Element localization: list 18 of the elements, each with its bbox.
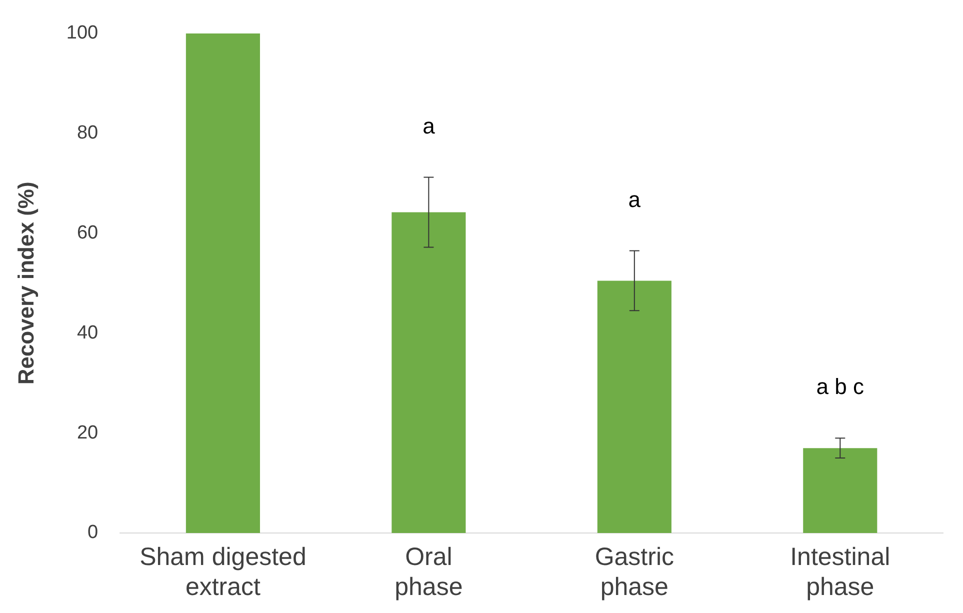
x-tick-label: Gastric phase — [594, 542, 674, 601]
x-tick-label: Sham digested extract — [140, 542, 306, 601]
y-tick-label: 40 — [76, 322, 98, 344]
annotation: a — [628, 186, 642, 212]
annotation: a — [422, 113, 436, 138]
bar — [392, 212, 466, 533]
bar — [597, 280, 672, 533]
y-tick-label: 60 — [76, 222, 98, 244]
x-tick-label: Intestinal phase — [790, 542, 890, 601]
y-tick-label: 0 — [88, 522, 98, 544]
bar — [186, 33, 260, 533]
annotation: a b c — [816, 374, 864, 400]
y-tick-label: 20 — [76, 422, 98, 444]
y-tick-label: 100 — [66, 22, 98, 44]
bar — [803, 448, 878, 533]
y-tick-label: 80 — [76, 122, 98, 144]
y-axis-title: Recovery index (%) — [13, 182, 38, 385]
x-tick-label: Oral phase — [394, 542, 463, 601]
